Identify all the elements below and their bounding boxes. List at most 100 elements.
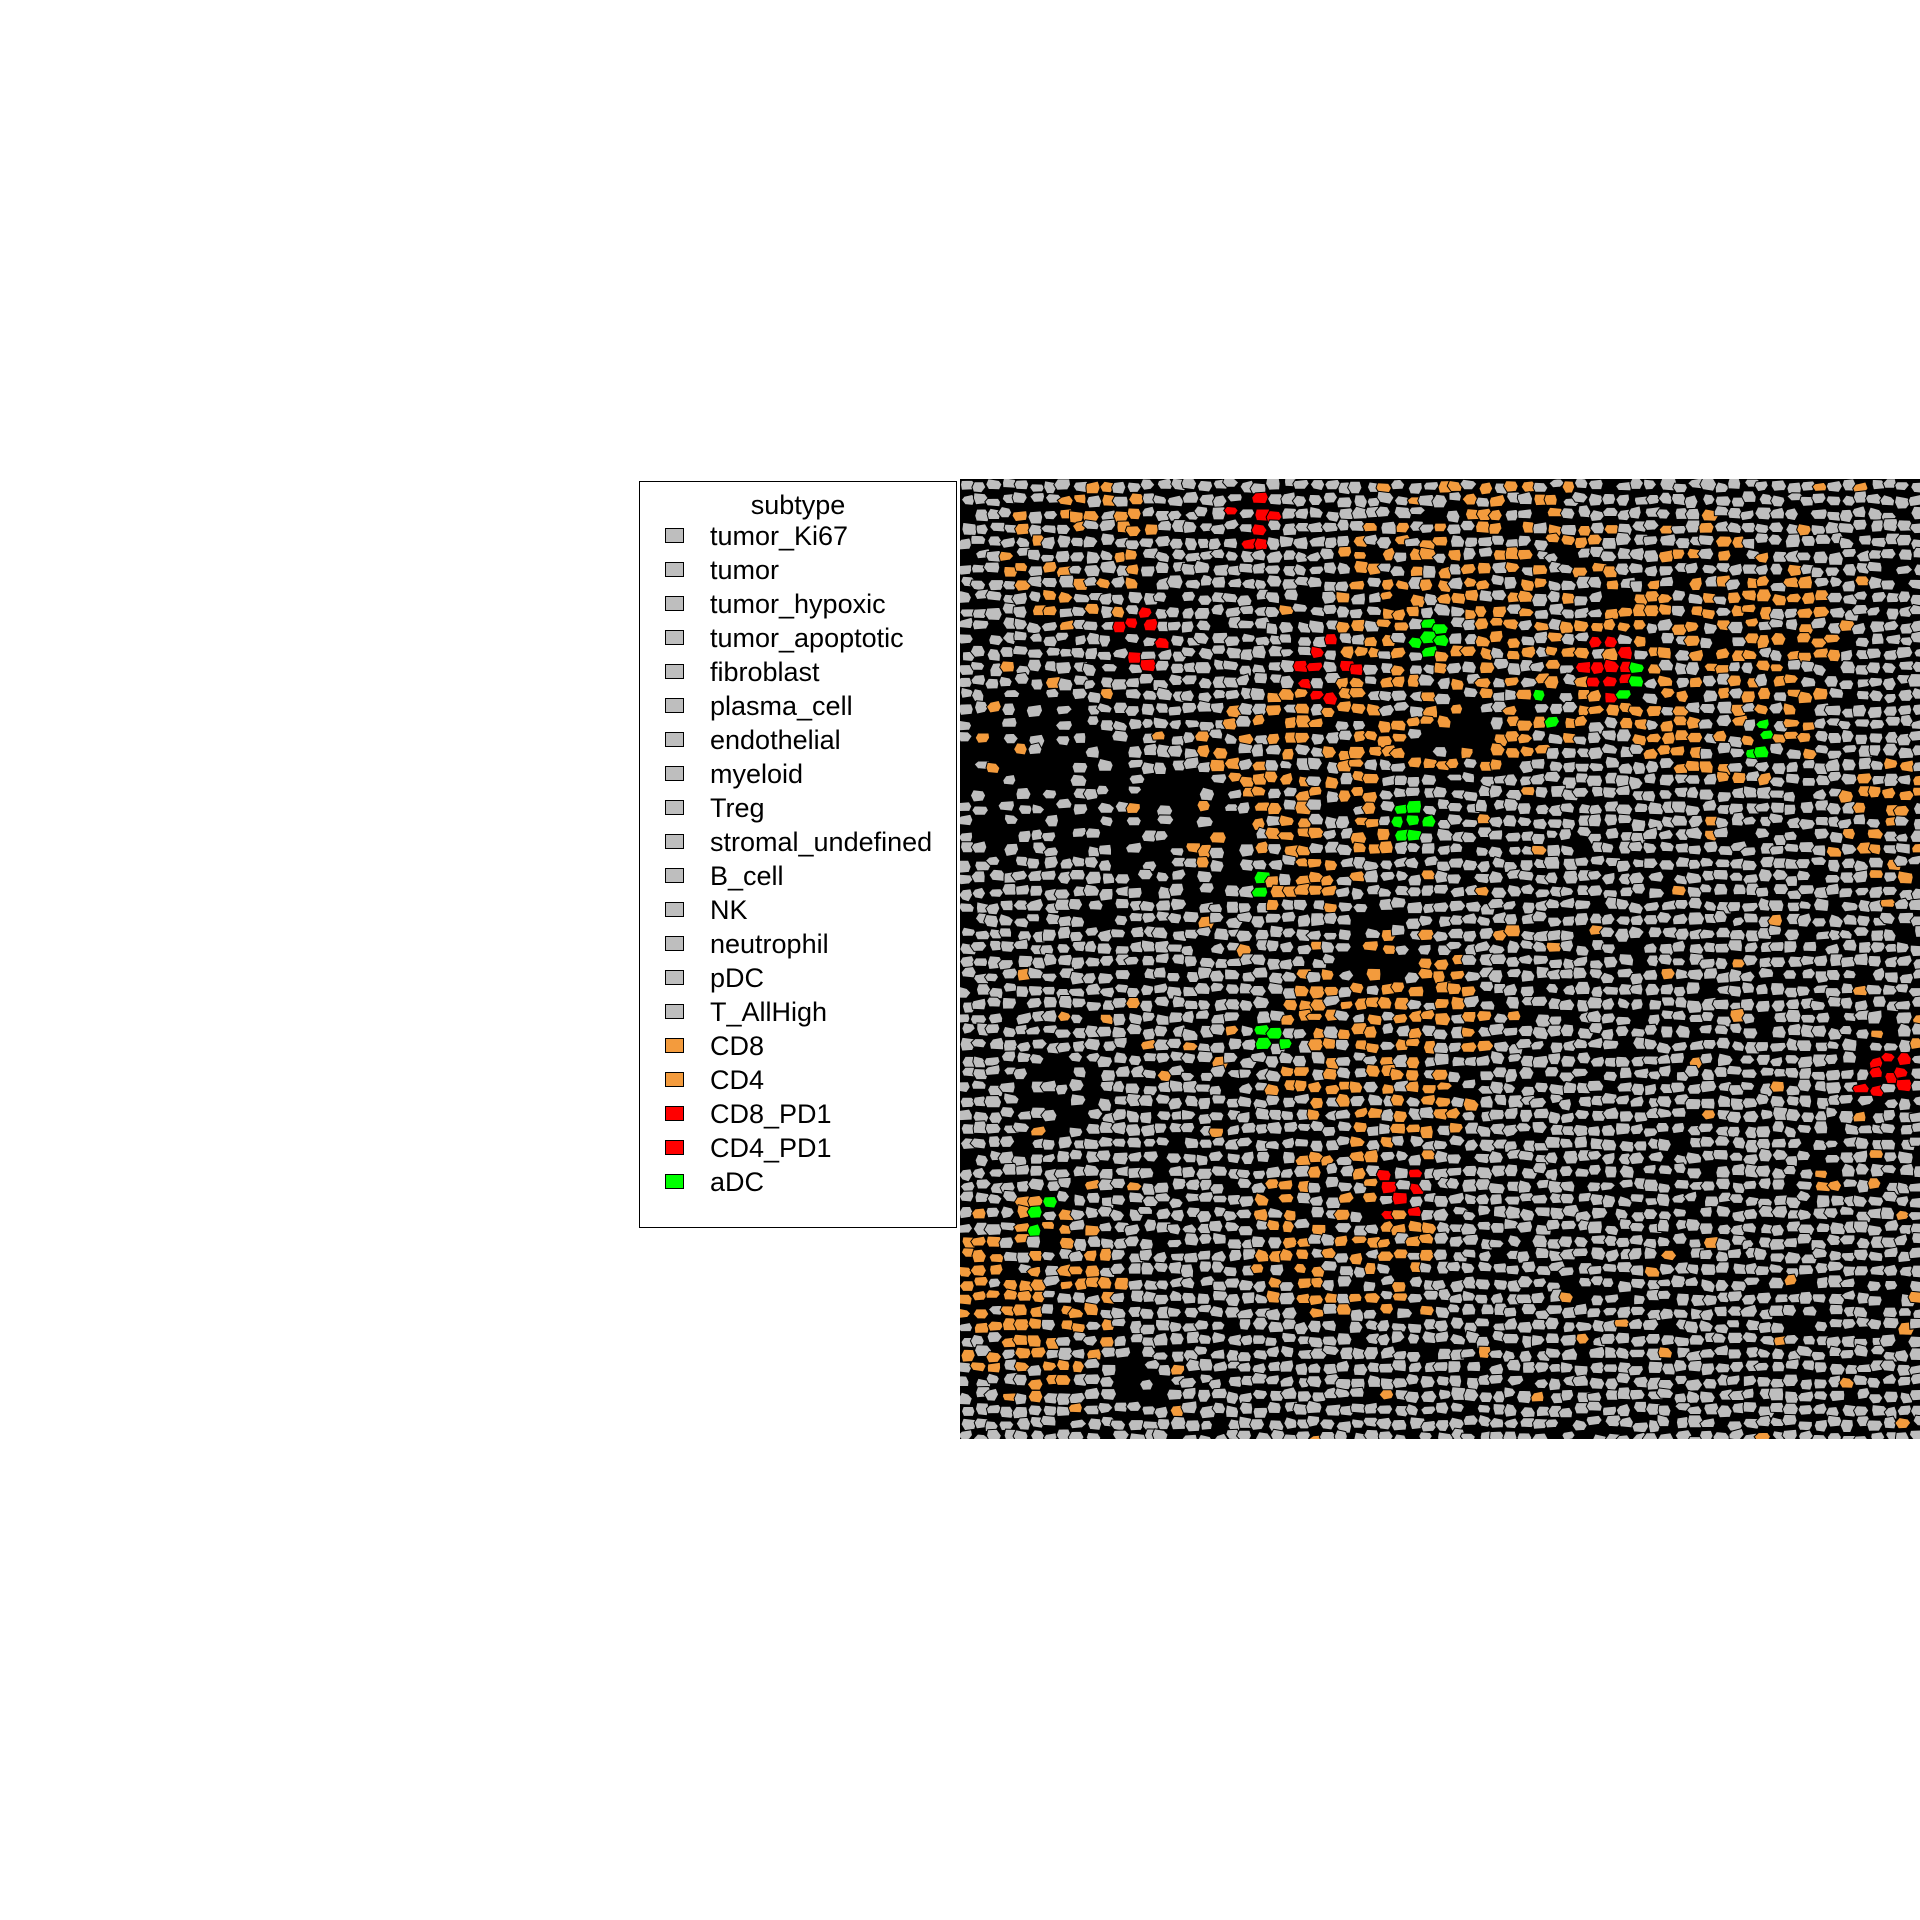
cell <box>1726 591 1742 605</box>
cell <box>1306 1165 1322 1179</box>
cell <box>1377 703 1396 718</box>
cell <box>1363 635 1379 648</box>
cell <box>1530 1193 1549 1205</box>
cell <box>1754 1092 1770 1106</box>
cell <box>1812 550 1829 565</box>
cell <box>1701 798 1718 812</box>
cell <box>1630 817 1647 833</box>
cell <box>1195 1050 1214 1064</box>
cell <box>1632 1067 1650 1080</box>
cell <box>1675 689 1690 704</box>
cell <box>1294 857 1310 868</box>
cell <box>1472 872 1492 885</box>
cell <box>1810 1070 1827 1082</box>
cell <box>1600 841 1615 854</box>
cell <box>1450 591 1467 605</box>
cell <box>1031 956 1047 970</box>
cell <box>1015 1179 1031 1193</box>
cell <box>1670 1106 1687 1118</box>
cell <box>1697 1122 1714 1134</box>
cell <box>1686 968 1705 982</box>
cell <box>1096 971 1115 985</box>
cell <box>1431 552 1447 565</box>
cell <box>1283 588 1299 602</box>
cell <box>1266 493 1284 506</box>
cell <box>1362 1080 1380 1094</box>
legend-item: tumor_hypoxic <box>640 588 956 622</box>
cell <box>1782 717 1801 729</box>
cell <box>1042 604 1058 617</box>
cell <box>1675 1292 1690 1307</box>
cell <box>1181 1079 1200 1094</box>
cell <box>1795 1149 1812 1162</box>
cell <box>1827 928 1843 942</box>
cell <box>1389 761 1407 773</box>
cell <box>1629 1277 1647 1290</box>
cell <box>1306 1362 1322 1374</box>
cell <box>1111 647 1130 660</box>
cell <box>1043 855 1060 870</box>
cell <box>1811 492 1827 505</box>
cell <box>1868 1148 1885 1159</box>
cell <box>1446 982 1463 996</box>
cell <box>1501 618 1521 631</box>
cell <box>1517 1149 1535 1162</box>
cell <box>1852 490 1868 504</box>
cell <box>1235 673 1251 687</box>
cell <box>1867 954 1882 968</box>
cell <box>1459 479 1478 491</box>
cell <box>1461 1110 1476 1122</box>
cell <box>1478 686 1494 700</box>
cell <box>1211 1094 1227 1105</box>
cell <box>1572 1037 1589 1050</box>
cell <box>1729 1022 1743 1035</box>
cell <box>1126 481 1143 494</box>
cell <box>1336 1120 1353 1133</box>
cell <box>1587 1021 1604 1035</box>
cell <box>971 607 989 620</box>
cell <box>1753 760 1771 773</box>
cell <box>1909 1037 1920 1051</box>
cell <box>1700 1109 1717 1121</box>
cell <box>1726 1125 1741 1139</box>
cell <box>1211 1401 1227 1415</box>
cell <box>1083 956 1102 968</box>
cell <box>1041 1138 1056 1151</box>
cell <box>1166 574 1184 590</box>
cell <box>1534 785 1549 799</box>
cell <box>1012 644 1030 656</box>
cell <box>1715 1164 1731 1179</box>
cell <box>1867 689 1885 703</box>
cell <box>1503 575 1518 591</box>
cell <box>1879 494 1896 507</box>
cell <box>1907 494 1920 508</box>
cell <box>1781 1373 1799 1388</box>
cell <box>1895 1078 1913 1093</box>
cell <box>970 673 987 687</box>
cell <box>1404 1068 1420 1082</box>
cell <box>1155 870 1170 883</box>
cell <box>1647 926 1663 939</box>
cell <box>1656 1182 1672 1194</box>
cell <box>1910 719 1920 730</box>
legend-label: NK <box>710 895 748 925</box>
cell <box>1071 826 1088 839</box>
cell <box>1589 521 1606 535</box>
cell <box>1725 1374 1741 1387</box>
cell <box>1882 871 1898 883</box>
cell <box>1627 1348 1647 1359</box>
cell <box>960 986 972 999</box>
cell <box>1081 662 1098 678</box>
cell <box>1795 869 1812 882</box>
cell <box>1335 518 1351 532</box>
cell <box>1910 686 1920 700</box>
cell <box>1265 1120 1283 1135</box>
cell <box>1406 727 1423 740</box>
cell <box>1795 551 1812 562</box>
cell <box>1614 531 1633 547</box>
cell <box>1825 845 1843 858</box>
cell <box>1125 1400 1143 1412</box>
cell <box>1099 687 1115 701</box>
cell <box>1828 1317 1845 1329</box>
cell <box>1618 716 1634 730</box>
